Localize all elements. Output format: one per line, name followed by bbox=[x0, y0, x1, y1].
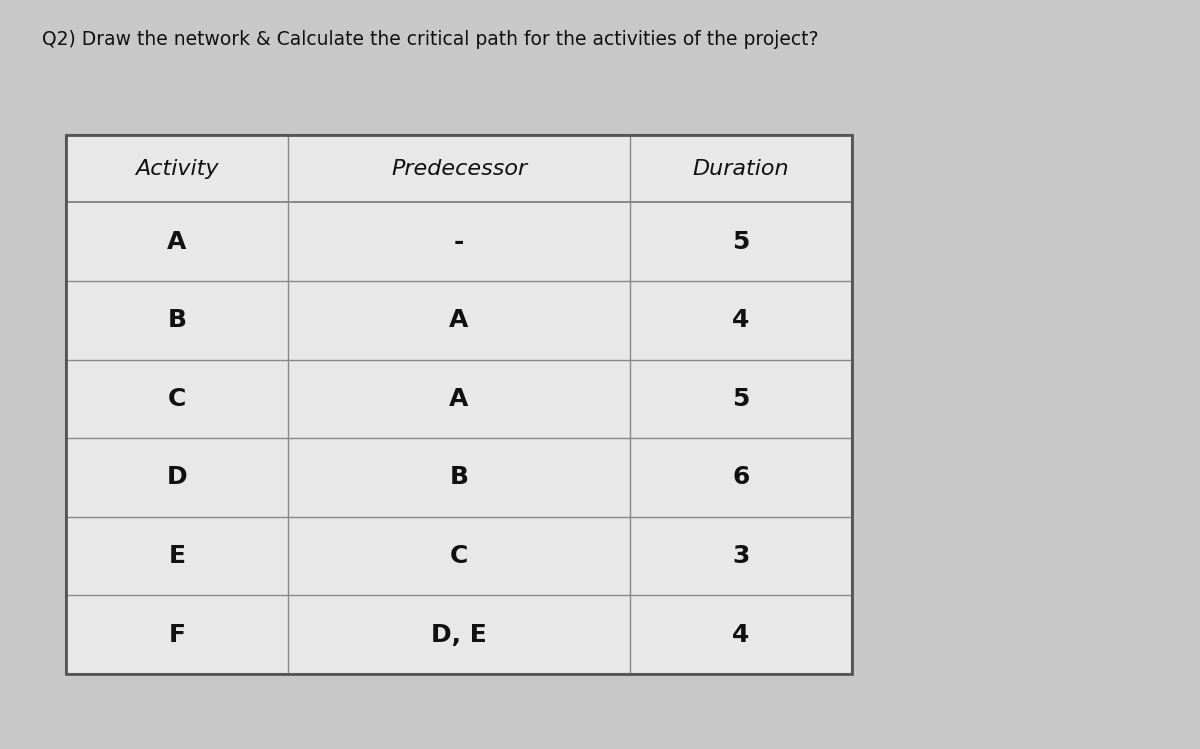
Text: D, E: D, E bbox=[431, 622, 487, 647]
Bar bbox=[66, 135, 852, 674]
Text: -: - bbox=[454, 229, 464, 254]
Text: E: E bbox=[168, 544, 186, 568]
Text: B: B bbox=[168, 308, 186, 333]
Text: Predecessor: Predecessor bbox=[391, 159, 527, 178]
Text: F: F bbox=[168, 622, 186, 647]
Text: 4: 4 bbox=[732, 308, 750, 333]
Text: A: A bbox=[449, 386, 469, 411]
Text: 4: 4 bbox=[732, 622, 750, 647]
Text: 5: 5 bbox=[732, 229, 750, 254]
Text: 6: 6 bbox=[732, 465, 750, 490]
Text: A: A bbox=[449, 308, 469, 333]
Text: D: D bbox=[167, 465, 187, 490]
Text: Activity: Activity bbox=[136, 159, 218, 178]
Text: C: C bbox=[450, 544, 468, 568]
Text: 3: 3 bbox=[732, 544, 750, 568]
Text: Q2) Draw the network & Calculate the critical path for the activities of the pro: Q2) Draw the network & Calculate the cri… bbox=[42, 30, 818, 49]
Text: Duration: Duration bbox=[692, 159, 790, 178]
Bar bbox=[66, 135, 852, 674]
Text: B: B bbox=[450, 465, 468, 490]
Text: 5: 5 bbox=[732, 386, 750, 411]
Text: C: C bbox=[168, 386, 186, 411]
Text: A: A bbox=[167, 229, 187, 254]
